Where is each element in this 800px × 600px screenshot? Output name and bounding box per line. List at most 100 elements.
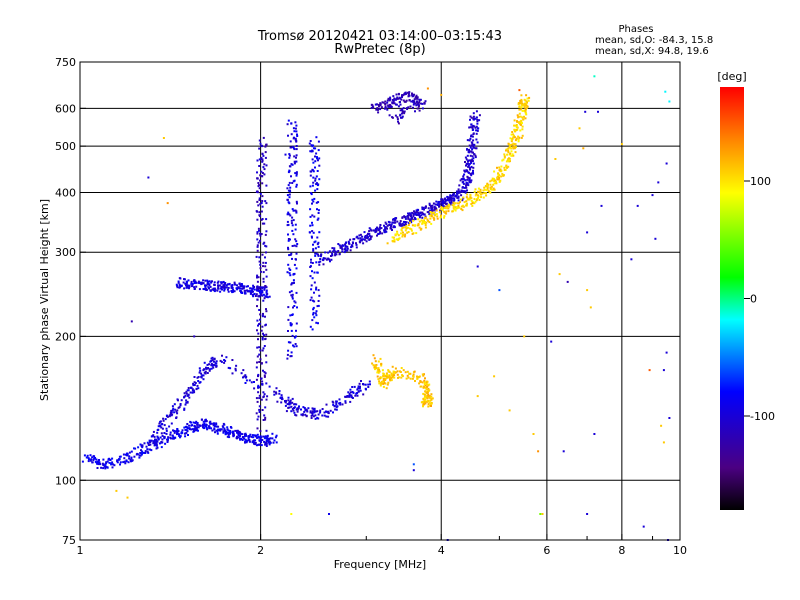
trace-point [426, 211, 429, 214]
trace-point [153, 435, 156, 438]
trace-point [265, 361, 268, 364]
trace-point [379, 224, 382, 226]
stats-line-x: mean, sd,X: 94.8, 19.6 [595, 46, 709, 57]
trace-point [216, 432, 219, 435]
trace-point [258, 286, 261, 289]
trace-point [97, 461, 100, 464]
trace-point [465, 169, 468, 172]
trace-point [208, 425, 211, 428]
trace-point [203, 422, 206, 425]
trace-point [346, 395, 349, 397]
y-tick-label: 100 [55, 474, 76, 487]
trace-point [434, 206, 437, 209]
trace-point [292, 209, 295, 212]
trace-point [185, 401, 188, 404]
trace-point [292, 273, 295, 276]
trace-point [472, 139, 475, 142]
trace-point [381, 232, 384, 235]
trace-point [460, 208, 463, 210]
trace-point [500, 169, 503, 172]
trace-point [414, 96, 417, 99]
trace-point [293, 263, 296, 266]
trace-point [414, 224, 417, 227]
trace-point [398, 224, 401, 227]
trace-point [291, 297, 294, 300]
trace-point [406, 231, 409, 234]
trace-point [363, 231, 366, 234]
trace-point [405, 99, 408, 102]
trace-point [173, 411, 176, 414]
trace-point [205, 288, 208, 291]
trace-point [425, 221, 428, 224]
trace-point [500, 175, 503, 178]
trace-point [309, 411, 312, 414]
trace-point [521, 122, 523, 125]
trace-point [475, 132, 478, 135]
trace-point [311, 270, 313, 273]
trace-point [387, 104, 390, 107]
trace-point [513, 145, 516, 148]
scatter-point [328, 513, 330, 515]
trace-point [313, 291, 315, 294]
trace-point [301, 414, 304, 417]
scatter-point [648, 369, 651, 372]
trace-point [289, 322, 292, 325]
trace-point [423, 101, 426, 104]
trace-point [337, 250, 340, 252]
trace-point [309, 150, 312, 153]
trace-point [253, 292, 256, 295]
trace-point [257, 324, 259, 327]
trace-point [183, 392, 186, 395]
trace-point [375, 108, 378, 111]
trace-point [432, 202, 435, 205]
trace-point [518, 106, 521, 108]
trace-point [513, 128, 516, 131]
trace-point [421, 381, 424, 384]
trace-point [435, 200, 438, 203]
trace-point [459, 179, 462, 182]
trace-point [325, 410, 327, 413]
trace-point [160, 446, 163, 449]
trace-point [262, 277, 265, 280]
trace-point [287, 248, 290, 251]
trace-point [358, 234, 361, 237]
trace-point [332, 403, 335, 406]
trace-point [432, 211, 435, 214]
trace-point [379, 103, 382, 106]
trace-point [379, 230, 382, 233]
trace-point [461, 186, 464, 189]
trace-point [316, 157, 318, 160]
trace-point [309, 208, 312, 211]
scatter-point [162, 137, 165, 139]
trace-point [314, 177, 317, 180]
trace-point [104, 465, 107, 468]
trace-point [429, 399, 432, 402]
trace-point [254, 295, 257, 297]
trace-point [507, 149, 510, 152]
trace-point [289, 399, 292, 402]
trace-point [494, 179, 497, 182]
trace-point [352, 242, 354, 245]
trace-point [312, 408, 315, 411]
trace-point [257, 391, 260, 394]
trace-point [262, 347, 265, 350]
scatter-point [130, 320, 133, 323]
trace-point [462, 190, 465, 193]
trace-point [429, 217, 432, 220]
trace-point [428, 401, 431, 404]
trace-point [409, 219, 412, 222]
trace-point [400, 98, 403, 101]
trace-point [259, 322, 262, 325]
trace-point [409, 372, 412, 375]
trace-point [214, 362, 217, 365]
trace-point [102, 458, 105, 461]
trace-point [262, 136, 265, 139]
trace-point [349, 238, 352, 241]
trace-point [210, 362, 213, 365]
trace-point [477, 195, 480, 198]
trace-point [441, 204, 444, 207]
trace-point [348, 395, 351, 398]
trace-point [266, 435, 269, 438]
trace-point [281, 396, 284, 399]
trace-point [314, 312, 317, 315]
